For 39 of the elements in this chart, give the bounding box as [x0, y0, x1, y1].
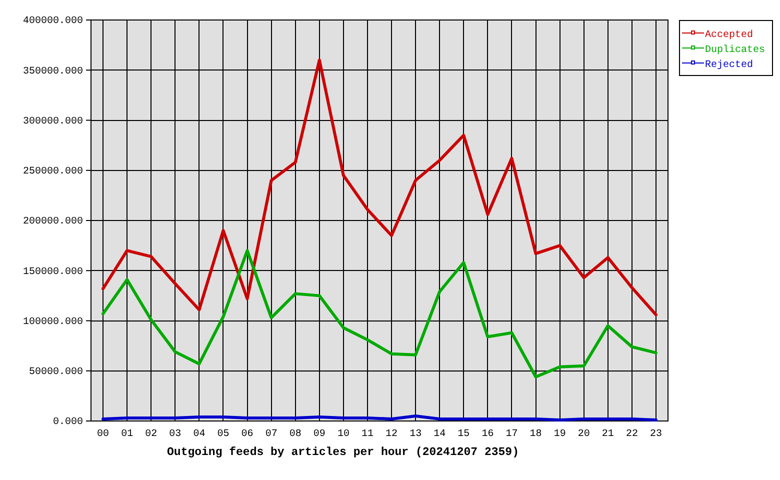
x-axis-title: Outgoing feeds by articles per hour (20241207 2359)	[167, 446, 519, 459]
x-tick-label: 04	[193, 429, 206, 440]
x-tick-label: 20	[578, 429, 590, 440]
x-tick-label: 08	[289, 429, 302, 440]
x-tick-label: 17	[506, 429, 518, 440]
x-tick-label: 15	[458, 429, 470, 440]
x-tick-label: 02	[145, 429, 158, 440]
y-tick-label: 400000.000	[22, 16, 83, 28]
x-tick-label: 12	[386, 429, 398, 440]
legend-label: Duplicates	[705, 44, 766, 56]
x-tick-label: 10	[337, 429, 350, 440]
legend-label: Rejected	[705, 59, 754, 71]
y-tick-label: 0.000	[52, 417, 83, 428]
y-tick-label: 350000.000	[22, 66, 83, 78]
x-tick-label: 16	[482, 429, 494, 440]
x-tick-label: 21	[602, 429, 614, 440]
x-tick-label: 13	[410, 429, 422, 440]
x-tick-label: 19	[554, 429, 566, 440]
x-tick-label: 06	[241, 429, 254, 440]
x-tick-label: 01	[121, 429, 134, 440]
x-tick-label: 18	[530, 429, 542, 440]
line-series	[102, 58, 658, 316]
line-series	[102, 249, 658, 378]
y-tick-label: 100000.000	[22, 316, 83, 328]
x-tick-label: 03	[169, 429, 182, 440]
x-tick-label: 11	[361, 429, 374, 440]
legend-label: Accepted	[705, 29, 754, 41]
x-tick-label: 00	[97, 429, 110, 440]
y-tick-label: 50000.000	[28, 367, 83, 378]
y-tick-label: 150000.000	[22, 266, 83, 278]
y-tick-label: 300000.000	[22, 116, 83, 128]
x-tick-label: 22	[626, 429, 638, 440]
x-tick-label: 23	[650, 429, 662, 440]
y-tick-label: 250000.000	[22, 166, 83, 178]
x-tick-label: 05	[217, 429, 230, 440]
x-tick-label: 09	[313, 429, 326, 440]
x-tick-label: 07	[265, 429, 278, 440]
y-tick-label: 200000.000	[22, 216, 83, 228]
x-tick-label: 14	[434, 429, 446, 440]
